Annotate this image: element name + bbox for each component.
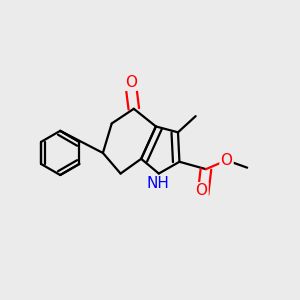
- Text: O: O: [125, 75, 137, 90]
- Text: O: O: [196, 183, 208, 198]
- Text: NH: NH: [147, 176, 170, 191]
- Text: O: O: [220, 153, 232, 168]
